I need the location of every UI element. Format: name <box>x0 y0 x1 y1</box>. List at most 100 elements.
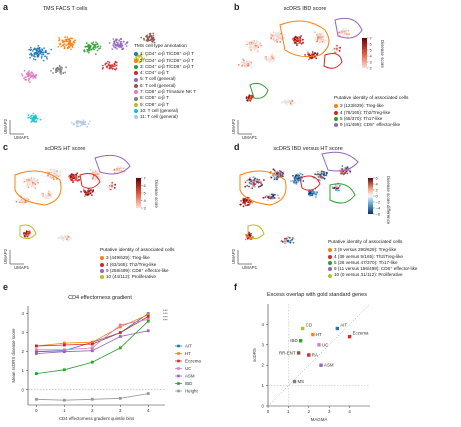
legend-swatch <box>134 90 138 95</box>
panel-label: b <box>234 2 240 12</box>
data-point <box>34 350 38 354</box>
legend-item: 6: T cell (general) <box>134 83 196 89</box>
legend-swatch <box>134 58 138 63</box>
y-axis-label: Mean scDRS disease score <box>11 328 16 383</box>
umap-x-label: UMAP1 <box>14 265 30 270</box>
point-label: IBD <box>290 338 297 343</box>
data-point <box>335 326 340 331</box>
legend-label: 3: CD4⁺ α-β T/CD8⁺ α-β T <box>140 63 194 69</box>
panel-label: a <box>3 2 9 12</box>
legend-swatch <box>328 248 332 253</box>
cluster-outline <box>14 170 62 206</box>
colorbar <box>136 178 141 208</box>
data-point <box>90 340 94 344</box>
legend-label: 10 (44/112): Proliferative <box>106 274 156 280</box>
y-tick-label: 4 <box>22 311 25 316</box>
legend-item: 2: CD4⁺ α-β T/CD8⁺ α-β T <box>134 58 196 64</box>
significance-stars: *** <box>163 314 168 319</box>
legend-swatch <box>334 117 338 122</box>
colorbar-tick: 0 <box>376 194 379 199</box>
data-point <box>118 346 122 350</box>
panel-title: Excess overlap with gold standard genes <box>267 292 367 298</box>
legend-item: 4 (39 versus 5/165): Th2/Treg-like <box>328 254 417 260</box>
legend-label: UC <box>185 366 191 371</box>
legend-swatch <box>134 102 138 107</box>
legend-swatch <box>134 109 138 114</box>
colorbar-tick: 7 <box>370 36 373 41</box>
colorbar-tick: 4 <box>370 54 373 59</box>
colorbar-label: Disease score <box>154 180 159 208</box>
legend-label: HT <box>185 351 191 356</box>
legend-label: AIT <box>185 344 192 349</box>
data-point <box>62 368 66 372</box>
colorbar <box>362 38 367 68</box>
data-point <box>146 329 150 333</box>
legend-swatch <box>134 83 138 88</box>
panel-e: e CD4 effectorness gradient 0 1 2 3 4 0 1 2 3 4 CD… <box>0 280 230 427</box>
legend-swatch <box>334 123 338 128</box>
cluster-outline <box>323 53 343 69</box>
panel-d: d scDRS IBD versus HT score UMAP1 UMAP2 … <box>230 140 461 280</box>
panel-title: scDRS IBD score <box>283 6 327 12</box>
data-point <box>118 396 122 400</box>
data-point <box>319 363 323 367</box>
panel-label: f <box>234 282 237 292</box>
legend-label: 2: CD4⁺ α-β T/CD8⁺ α-β T <box>140 57 194 63</box>
legend-swatch <box>100 256 104 261</box>
data-point <box>62 341 66 345</box>
data-point <box>90 346 94 350</box>
colorbar-tick: 7 <box>144 176 147 181</box>
point-label: CD <box>306 322 312 327</box>
colorbar-tick: 2 <box>376 188 379 193</box>
legend-item: 3 (9 versus 290/629): Treg-like <box>328 247 417 253</box>
legend-swatch <box>134 65 138 70</box>
legend-label: IBD <box>185 381 192 386</box>
data-point <box>62 343 66 347</box>
legend-label: 4: CD4⁺ α-β T <box>140 70 169 76</box>
data-point <box>317 343 321 347</box>
legend-label: 9: CD8⁺ α-β T <box>140 101 169 107</box>
point-label: HT <box>316 332 322 337</box>
y-tick-label: 3 <box>262 342 265 347</box>
cluster-outline <box>334 17 363 39</box>
legend-label: 9 (41/499): CD8⁺ effector-like <box>340 122 401 128</box>
data-point <box>146 315 150 318</box>
x-tick-label: 1 <box>63 408 66 413</box>
legend-label: 10: T cell (general) <box>140 107 179 113</box>
x-tick-label: 0 <box>267 409 270 414</box>
legend-swatch <box>100 275 104 280</box>
legend-label: 4 (63/165): Th2/Treg-like <box>106 261 157 267</box>
series-line <box>36 313 149 353</box>
data-point <box>34 372 38 375</box>
colorbar-tick: 3 <box>144 206 147 211</box>
legend-item: 9 (258/499): CD8⁺ effector-like <box>100 268 174 274</box>
colorbar-tick: 6 <box>370 42 373 47</box>
legend-swatch <box>100 269 104 274</box>
legend-label: 11: T cell (general) <box>140 114 178 120</box>
data-point <box>34 352 38 355</box>
data-point <box>62 398 66 402</box>
cluster-outline <box>321 151 359 172</box>
panel-f: f Excess overlap with gold standard gene… <box>230 280 461 427</box>
legend-label: 4 (39 versus 5/165): Th2/Treg-like <box>334 253 403 259</box>
legend-title: Putative identity of associated cells <box>328 240 403 245</box>
panel-title: scDRS IBD versus HT score <box>273 146 343 152</box>
panel-title: scDRS HT score <box>44 146 86 152</box>
data-point <box>146 317 150 321</box>
legend-title: TMS cell type annotation <box>134 44 187 49</box>
legend-label: 8: CD8⁺ α-β T <box>140 95 169 101</box>
legend-item: 3 (123/629): Treg-like <box>334 103 408 109</box>
x-tick-label: 0 <box>35 408 38 413</box>
colorbar-tick: −4 <box>376 206 381 211</box>
point-label: ASM <box>324 363 334 368</box>
legend-label: 5 (65/370): Th17-like <box>340 115 383 121</box>
legend-item: 8: CD8⁺ α-β T <box>134 95 196 101</box>
umap-x-label: UMAP1 <box>14 135 30 140</box>
legend-label: ASM <box>185 374 195 379</box>
legend-label: 6: T cell (general) <box>140 82 176 88</box>
cluster-outline <box>299 175 321 191</box>
colorbar-tick: 6 <box>376 176 379 181</box>
legend-item: 4 (78/165): Th2/Treg-like <box>334 110 408 116</box>
colorbar-tick: 5 <box>370 48 373 53</box>
legend-label: 3 (123/629): Treg-like <box>340 103 384 109</box>
